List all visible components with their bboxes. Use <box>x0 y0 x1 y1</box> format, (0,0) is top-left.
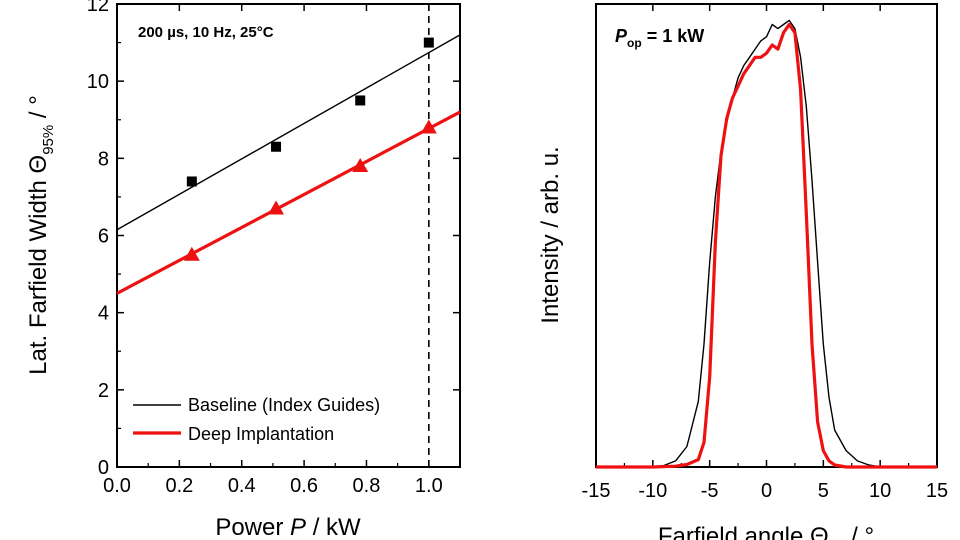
left-axis-ticks: 0 2 4 6 8 10 12 0.0 0.2 0.4 0.6 0.8 1.0 <box>87 0 461 497</box>
right-chart: -15 -10 -5 0 5 10 15 Pop = 1 kW Farfield angle… <box>537 3 948 540</box>
right-series-lines <box>596 19 937 469</box>
baseline-data-point <box>271 141 282 152</box>
right-y-axis-label: Intensity / arb. u. <box>537 146 564 323</box>
deep-implantation-data-point <box>352 158 369 173</box>
left-x-tick-label: 1.0 <box>415 475 443 497</box>
baseline-data-point <box>186 176 197 187</box>
right-x-tick-label: -5 <box>701 480 719 502</box>
left-x-tick-label: 0.2 <box>165 475 193 497</box>
left-y-tick-label: 2 <box>98 380 109 402</box>
right-x-axis-label: Farfield angle Θlat / ° <box>658 523 874 540</box>
left-y-tick-label: 6 <box>98 226 109 248</box>
legend-label-baseline: Baseline (Index Guides) <box>188 395 380 415</box>
left-annotation: 200 µs, 10 Hz, 25°C <box>138 24 274 41</box>
legend-label-deep: Deep Implantation <box>188 424 334 444</box>
left-data-markers <box>183 37 437 261</box>
right-x-tick-label: 5 <box>818 480 829 502</box>
deep-implantation-fit-line <box>116 110 461 295</box>
left-fit-lines <box>116 34 461 295</box>
left-x-tick-label: 0.8 <box>353 475 381 497</box>
left-y-tick-label: 0 <box>98 457 109 479</box>
right-axis-ticks: -15 -10 -5 0 5 10 15 <box>582 4 948 502</box>
deep-implantation-data-point <box>183 246 200 261</box>
left-chart: 0 2 4 6 8 10 12 0.0 0.2 0.4 0.6 0.8 1.0 200 µs, 10 H… <box>25 0 461 540</box>
left-x-axis-label: Power P / kW <box>215 514 361 540</box>
left-x-tick-label: 0.0 <box>103 475 131 497</box>
right-x-tick-label: 0 <box>761 480 772 502</box>
right-x-tick-label: -15 <box>582 480 611 502</box>
baseline-farfield-curve <box>596 19 937 468</box>
left-y-tick-label: 12 <box>87 0 109 16</box>
left-y-tick-label: 8 <box>98 148 109 170</box>
baseline-data-point <box>423 37 434 48</box>
baseline-fit-line <box>116 34 461 231</box>
left-y-axis-label: Lat. Farfield Width Θ95% / ° <box>25 95 57 375</box>
left-y-tick-label: 10 <box>87 71 109 93</box>
left-x-tick-label: 0.4 <box>228 475 256 497</box>
right-plot-frame <box>595 3 938 468</box>
right-x-tick-label: -10 <box>638 480 667 502</box>
left-y-tick-label: 4 <box>98 303 109 325</box>
deep-implantation-data-point <box>268 200 285 215</box>
right-annotation: Pop = 1 kW <box>615 26 704 50</box>
right-x-tick-label: 15 <box>926 480 948 502</box>
right-x-tick-label: 10 <box>869 480 891 502</box>
left-x-tick-label: 0.6 <box>290 475 318 497</box>
deep-implantation-data-point <box>420 119 437 134</box>
deep-implantation-farfield-curve <box>596 22 937 469</box>
baseline-data-point <box>355 95 366 106</box>
